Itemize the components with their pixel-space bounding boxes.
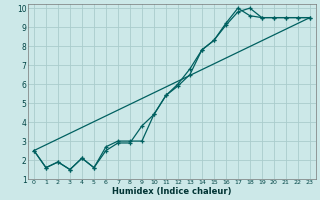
X-axis label: Humidex (Indice chaleur): Humidex (Indice chaleur)	[112, 187, 232, 196]
